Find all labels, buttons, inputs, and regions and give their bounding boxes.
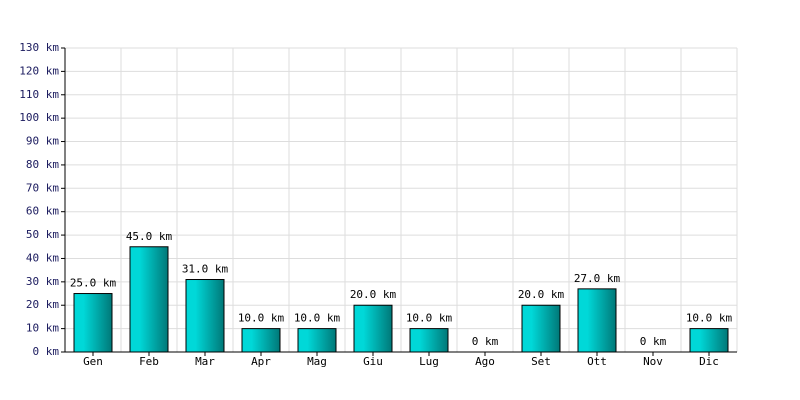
- x-tick-label: Ott: [587, 355, 607, 368]
- value-label: 0 km: [640, 335, 667, 348]
- x-tick-label: Apr: [251, 355, 271, 368]
- y-tick-label: 40 km: [26, 251, 59, 264]
- bar: [353, 304, 393, 353]
- y-tick-label: 120 km: [19, 64, 59, 77]
- value-label: 10.0 km: [238, 312, 285, 325]
- y-tick-label: 50 km: [26, 228, 59, 241]
- y-tick-label: 60 km: [26, 205, 59, 218]
- value-label: 20.0 km: [518, 288, 565, 301]
- bar: [73, 293, 113, 353]
- x-tick-label: Giu: [363, 355, 383, 368]
- bar: [185, 279, 225, 353]
- y-tick-label: 30 km: [26, 275, 59, 288]
- bar: [521, 304, 561, 353]
- value-label: 10.0 km: [294, 312, 341, 325]
- value-label: 10.0 km: [406, 312, 453, 325]
- x-tick-label: Ago: [475, 355, 495, 368]
- value-label: 20.0 km: [350, 288, 397, 301]
- bar: [297, 328, 337, 353]
- y-tick-label: 70 km: [26, 181, 59, 194]
- y-tick-label: 110 km: [19, 88, 59, 101]
- value-label: 31.0 km: [182, 263, 229, 276]
- x-tick-label: Gen: [83, 355, 103, 368]
- x-tick-label: Dic: [699, 355, 719, 368]
- x-tick-label: Lug: [419, 355, 439, 368]
- x-tick-label: Set: [531, 355, 551, 368]
- x-tick-label: Mag: [307, 355, 327, 368]
- bar: [689, 328, 729, 353]
- value-label: 10.0 km: [686, 312, 733, 325]
- x-tick-label: Nov: [643, 355, 663, 368]
- value-label: 25.0 km: [70, 277, 117, 290]
- y-tick-label: 20 km: [26, 298, 59, 311]
- bar: [241, 328, 281, 353]
- x-tick-label: Feb: [139, 355, 159, 368]
- value-label: 45.0 km: [126, 230, 173, 243]
- bar: [409, 328, 449, 353]
- bar: [129, 246, 169, 353]
- bar: [577, 288, 617, 353]
- y-tick-label: 90 km: [26, 135, 59, 148]
- x-tick-label: Mar: [195, 355, 215, 368]
- y-tick-label: 10 km: [26, 322, 59, 335]
- y-tick-label: 0 km: [33, 345, 60, 358]
- y-tick-label: 100 km: [19, 111, 59, 124]
- y-tick-label: 80 km: [26, 158, 59, 171]
- value-label: 27.0 km: [574, 272, 621, 285]
- value-label: 0 km: [472, 335, 499, 348]
- y-tick-label: 130 km: [19, 41, 59, 54]
